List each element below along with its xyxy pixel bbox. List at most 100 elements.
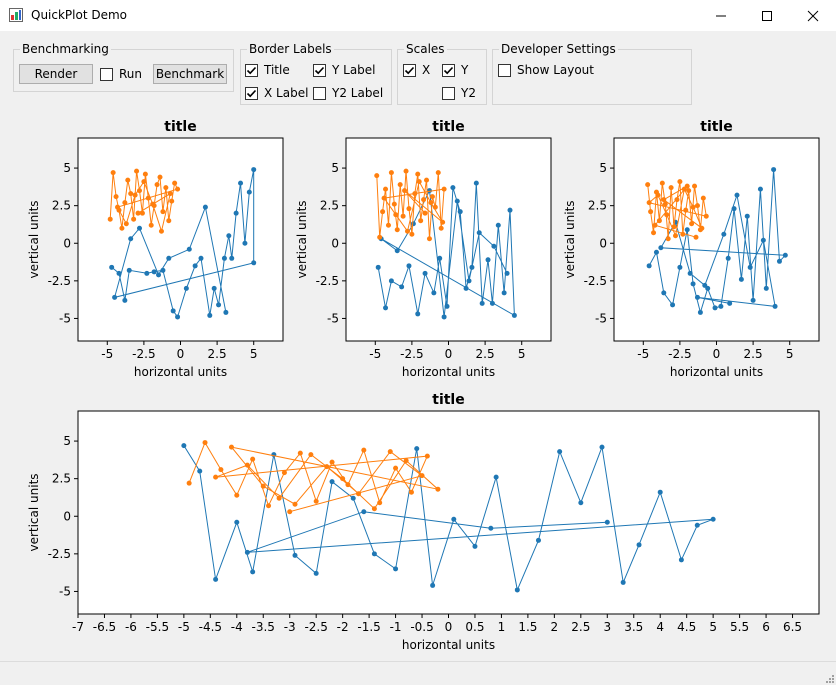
run-checkbox-box	[100, 67, 113, 81]
x-tick-label: -2.5	[400, 347, 423, 361]
series-1-point	[207, 312, 213, 318]
series-2-point	[435, 486, 441, 492]
series-2-point	[651, 230, 657, 236]
x-label-checkbox-box	[245, 86, 258, 100]
series-2-point	[435, 170, 441, 176]
series-2-point	[125, 177, 131, 183]
scale-y2-checkbox[interactable]: Y2	[442, 86, 476, 100]
render-button[interactable]: Render	[19, 64, 93, 84]
series-2-line	[188, 441, 440, 513]
x-axis-label: horizontal units	[134, 365, 227, 379]
series-1-point	[469, 264, 475, 270]
series-1-point	[727, 300, 733, 306]
scale-y2-checkbox-box	[442, 86, 455, 100]
series-1-point	[250, 569, 256, 575]
series-1-point	[292, 552, 298, 558]
scale-y-checkbox[interactable]: Y	[442, 63, 468, 77]
series-1-point	[757, 186, 763, 192]
series-1-point	[109, 264, 115, 270]
y-label-checkbox-label: Y Label	[332, 63, 376, 77]
series-2-point	[228, 444, 234, 450]
x-tick-label: 6.5	[783, 620, 802, 634]
plot-top-left[interactable]: title -5 -2.5 0 2.5 5 5 2.5 0 -2.5 -5 horizontal un…	[0, 112, 290, 382]
show-layout-checkbox-label: Show Layout	[517, 63, 594, 77]
series-1-point	[750, 297, 756, 303]
series-1-point	[251, 260, 257, 266]
benchmark-button[interactable]: Benchmark	[153, 64, 227, 84]
series-1-point	[444, 303, 450, 309]
series-2-point	[428, 200, 434, 206]
series-1-point	[476, 230, 482, 236]
x-tick-label: 2	[551, 620, 559, 634]
series-2-point	[664, 212, 670, 218]
series-2-point	[429, 194, 435, 200]
series-2-point	[645, 182, 651, 188]
series-1-point	[431, 290, 437, 296]
plot-top-right[interactable]: title -5 -2.5 0 2.5 5 5 2.5 0 -2.5 -5 horizontal un…	[560, 112, 836, 382]
series-2-point	[441, 186, 447, 192]
series-2-point	[403, 168, 409, 174]
series-2-point	[166, 218, 172, 224]
series-2-point	[388, 170, 394, 176]
series-1-point	[313, 570, 319, 576]
y2-label-checkbox[interactable]: Y2 Label	[313, 86, 383, 100]
y-label-checkbox[interactable]: Y Label	[313, 63, 376, 77]
maximize-button[interactable]	[744, 0, 790, 31]
plot-top-middle[interactable]: title -5 -2.5 0 2.5 5 5 2.5 0 -2.5 -5 horizontal un…	[290, 112, 560, 382]
series-2-point	[113, 194, 119, 200]
series-1-point	[223, 309, 229, 315]
plot-area	[613, 137, 820, 342]
series-2-point	[391, 201, 397, 207]
series-1-point	[414, 446, 420, 452]
series-2-point	[408, 489, 414, 495]
series-1-point	[578, 500, 584, 506]
series-2-point	[393, 212, 399, 218]
benchmarking-group-label: Benchmarking	[20, 42, 111, 56]
window-title: QuickPlot Demo	[31, 8, 128, 22]
scales-group-label: Scales	[404, 42, 447, 56]
series-2-point	[686, 188, 692, 194]
plot-bottom[interactable]: title -7 -6.5 -6 -5.5 -5 -4.5 -4 -3.5 -3 -2.5 -2 -1.…	[0, 386, 836, 658]
series-2-point	[662, 201, 668, 207]
close-button[interactable]	[790, 0, 836, 31]
resize-grip-icon[interactable]	[824, 673, 834, 683]
series-1-point	[734, 192, 740, 198]
series-1-point	[175, 314, 181, 320]
series-1-point	[192, 263, 198, 269]
y-axis-label: vertical units	[27, 473, 41, 551]
series-1-point	[760, 237, 766, 243]
series-2-point	[131, 216, 137, 222]
show-layout-checkbox[interactable]: Show Layout	[498, 63, 594, 77]
series-2-point	[329, 459, 335, 465]
scale-x-checkbox[interactable]: X	[403, 63, 430, 77]
series-1-point	[557, 449, 563, 455]
series-2-point	[394, 227, 400, 233]
series-2-point	[677, 179, 683, 185]
series-1-point	[393, 566, 399, 572]
y-tick-label: 2.5	[320, 199, 339, 213]
series-2-point	[661, 197, 667, 203]
series-1-point	[657, 489, 663, 495]
series-1-point	[511, 312, 517, 318]
series-1-point	[684, 227, 690, 233]
series-1-point	[454, 198, 460, 204]
series-1-point	[466, 278, 472, 284]
series-1-point	[211, 285, 217, 291]
x-tick-label: -5	[178, 620, 190, 634]
title-checkbox[interactable]: Title	[245, 63, 290, 77]
series-2-point	[119, 225, 125, 231]
series-2-line	[109, 171, 179, 234]
run-checkbox[interactable]: Run	[100, 67, 142, 81]
x-label-checkbox[interactable]: X Label	[245, 86, 308, 100]
plot-data-layer	[107, 167, 257, 320]
x-tick-label: 5.5	[730, 620, 749, 634]
minimize-button[interactable]	[698, 0, 744, 31]
series-2-point	[213, 474, 219, 480]
x-tick-label: 5	[786, 347, 794, 361]
series-1-point	[116, 270, 122, 276]
series-2-point	[424, 453, 430, 459]
scale-x-checkbox-label: X	[422, 63, 431, 77]
series-1-point	[495, 222, 501, 228]
series-1-point	[712, 305, 718, 311]
series-2-point	[115, 204, 121, 210]
